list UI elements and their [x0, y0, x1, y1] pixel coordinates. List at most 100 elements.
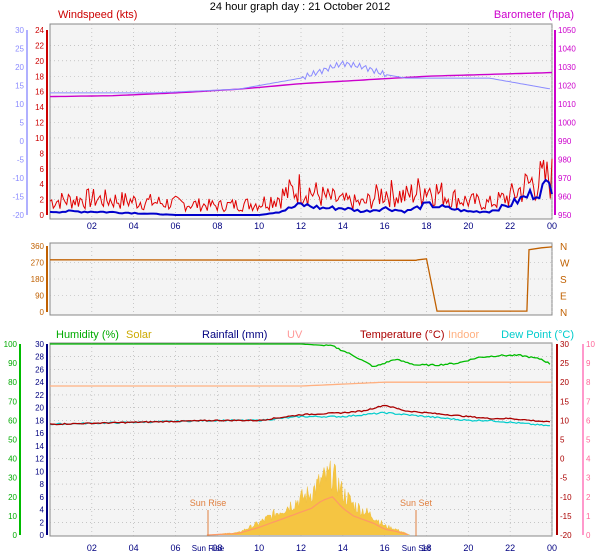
humidity-temperature-panel: Humidity (%) Solar Rainfall (mm) UV Temp…	[4, 329, 596, 553]
x-tick-label: 06	[170, 543, 180, 553]
rainfall-tick-label: 10	[35, 467, 44, 476]
temperature-tick-label: 10	[560, 416, 569, 425]
rainfall-tick-label: 28	[35, 353, 44, 362]
rainfall-tick-label: 24	[35, 378, 44, 387]
barometer-tick-label: 1000	[558, 119, 576, 128]
rainfall-tick-label: 26	[35, 365, 44, 374]
windspeed-tick-label: 16	[35, 88, 44, 97]
temperature-tick-label: 5	[560, 436, 565, 445]
barometer-tick-label: 1010	[558, 100, 576, 109]
barometer-line	[49, 71, 553, 98]
rainfall-tick-label: 8	[40, 480, 45, 489]
windspeed-tick-label: 12	[35, 119, 44, 128]
direction-tick-label: 360	[31, 242, 45, 251]
outer-temp-tick-label: -20	[12, 211, 24, 220]
sunset-tick-label: Sun Set	[402, 544, 431, 553]
barometer-tick-label: 970	[558, 174, 572, 183]
rainfall-tick-label: 16	[35, 429, 44, 438]
temperature-tick-label: 30	[560, 340, 569, 349]
panel3-ticks: 1009080706050403020100302826242220181614…	[4, 340, 596, 553]
windspeed-tick-label: 18	[35, 72, 44, 81]
humidity-tick-label: 10	[8, 512, 17, 521]
windspeed-tick-label: 24	[35, 26, 44, 35]
barometer-tick-label: 950	[558, 211, 572, 220]
temperature-tick-label: 25	[560, 359, 569, 368]
humidity-tick-label: 80	[8, 378, 17, 387]
humidity-tick-label: 100	[4, 340, 18, 349]
outer-temp-tick-label: -15	[12, 193, 24, 202]
temperature-tick-label: -10	[560, 493, 572, 502]
x-tick-label: 22	[505, 221, 515, 231]
humidity-tick-label: 30	[8, 474, 17, 483]
compass-tick-label: W	[560, 259, 570, 270]
x-tick-label: 12	[296, 221, 306, 231]
rainfall-tick-label: 2	[40, 518, 45, 527]
humidity-line	[50, 343, 551, 368]
direction-tick-label: 90	[35, 292, 44, 301]
indoor-label: Indoor	[448, 329, 480, 341]
barometer-tick-label: 1030	[558, 63, 576, 72]
windspeed-tick-label: 14	[35, 103, 44, 112]
x-tick-label: 16	[380, 221, 390, 231]
uv-tick-label: 4	[586, 455, 591, 464]
x-tick-label: 18	[421, 221, 431, 231]
barometer-tick-label: 960	[558, 193, 572, 202]
sunrise-tick-label: Sun Rise	[192, 544, 225, 553]
direction-tick-label: 270	[31, 259, 45, 268]
rainfall-tick-label: 0	[40, 531, 45, 540]
temperature-tick-label: -5	[560, 474, 568, 483]
x-tick-label: 02	[87, 543, 97, 553]
outer-temp-tick-label: 25	[15, 45, 24, 54]
x-tick-label: 08	[212, 543, 222, 553]
humidity-tick-label: 90	[8, 359, 17, 368]
uv-label: UV	[287, 329, 303, 341]
panel1-plot-area	[49, 23, 553, 220]
rainfall-tick-label: 4	[40, 506, 45, 515]
rainfall-tick-label: 18	[35, 416, 44, 425]
compass-tick-label: S	[560, 275, 567, 286]
uv-tick-label: 3	[586, 474, 591, 483]
rainfall-tick-label: 14	[35, 442, 44, 451]
rainfall-tick-label: 20	[35, 404, 44, 413]
windspeed-axis-label: Windspeed (kts)	[58, 9, 137, 21]
temperature-tick-label: 0	[560, 455, 565, 464]
barometer-tick-label: 1050	[558, 26, 576, 35]
windspeed-tick-label: 20	[35, 57, 44, 66]
uv-tick-label: 5	[586, 436, 591, 445]
x-tick-label: 18	[421, 543, 431, 553]
x-tick-label: 20	[463, 221, 473, 231]
rainfall-label: Rainfall (mm)	[202, 329, 267, 341]
outer-temp-tick-label: 0	[20, 137, 25, 146]
outer-temp-tick-label: 30	[15, 26, 24, 35]
outer-temp-tick-label: 15	[15, 82, 24, 91]
x-tick-label: 00	[547, 221, 557, 231]
uv-tick-label: 0	[586, 531, 591, 540]
direction-tick-label: 0	[40, 308, 45, 317]
windspeed-tick-label: 22	[35, 41, 44, 50]
temperature-tick-label: -15	[560, 512, 572, 521]
sunrise-label: Sun Rise	[190, 498, 227, 508]
temperature-label: Temperature (°C)	[360, 329, 444, 341]
outer-temp-tick-label: 20	[15, 63, 24, 72]
humidity-tick-label: 0	[13, 531, 18, 540]
windspeed-tick-label: 8	[40, 149, 45, 158]
panel1-ticks: 302520151050-5-10-15-2024222018161412108…	[12, 26, 576, 231]
uv-tick-label: 9	[586, 359, 591, 368]
outer-temp-tick-label: -5	[17, 156, 25, 165]
windspeed-tick-label: 2	[40, 196, 45, 205]
windspeed-barometer-panel: Windspeed (kts) Barometer (hpa) 30252015…	[12, 9, 576, 231]
panel2-grid	[50, 243, 553, 315]
x-tick-label: 02	[87, 221, 97, 231]
rainfall-tick-label: 6	[40, 493, 45, 502]
sunset-label: Sun Set	[400, 498, 433, 508]
temperature-tick-label: 15	[560, 397, 569, 406]
x-tick-label: 10	[254, 221, 264, 231]
wind-direction-line	[49, 246, 553, 312]
uv-tick-label: 10	[586, 340, 595, 349]
x-tick-label: 08	[212, 221, 222, 231]
windspeed-tick-label: 0	[40, 211, 45, 220]
solar-average-line	[206, 496, 408, 536]
solar-label: Solar	[126, 329, 152, 341]
